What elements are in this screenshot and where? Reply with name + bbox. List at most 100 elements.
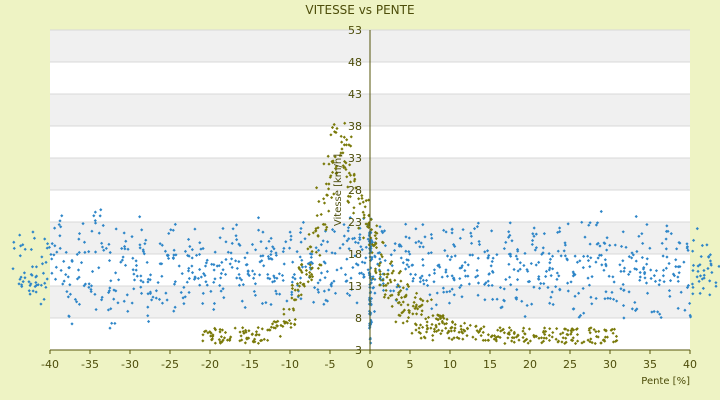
data-point [40, 262, 45, 266]
data-point [601, 338, 605, 342]
data-point [504, 277, 508, 282]
x-tick-label: -5 [325, 358, 336, 371]
data-point [226, 250, 230, 254]
data-point [459, 266, 464, 270]
data-point [234, 234, 238, 238]
data-point [516, 249, 520, 253]
data-point [627, 255, 631, 259]
data-point [369, 238, 374, 242]
data-point [671, 272, 676, 276]
data-point [264, 301, 268, 305]
data-point [369, 228, 374, 232]
data-point [649, 268, 653, 272]
data-point [627, 272, 631, 277]
data-point [627, 290, 631, 294]
data-point [688, 315, 693, 319]
data-point [213, 341, 217, 345]
data-point [267, 239, 271, 243]
data-point [167, 231, 171, 236]
data-point [707, 254, 711, 259]
data-point [93, 221, 98, 225]
data-point [11, 267, 15, 271]
data-point [482, 325, 486, 329]
data-point [474, 324, 478, 329]
data-point [474, 337, 478, 341]
data-point [164, 291, 168, 295]
data-point [564, 327, 568, 331]
data-point [390, 260, 394, 264]
data-point [667, 288, 672, 293]
data-point [370, 240, 374, 244]
data-point [515, 278, 520, 282]
data-point [550, 290, 554, 294]
data-point [475, 268, 479, 273]
data-point [235, 276, 239, 280]
data-point [525, 337, 529, 341]
data-point [512, 267, 516, 272]
data-point [274, 320, 278, 324]
data-point [594, 334, 599, 339]
data-point [521, 335, 525, 340]
data-point [450, 325, 454, 329]
data-point [366, 268, 370, 272]
data-point [544, 269, 549, 273]
data-point [172, 309, 176, 313]
data-point [281, 278, 285, 283]
data-point [346, 229, 350, 233]
data-point [310, 266, 314, 270]
data-point [353, 240, 358, 244]
data-point [510, 335, 514, 340]
data-point [437, 263, 441, 267]
data-point [645, 291, 650, 295]
x-tick-label: 10 [443, 358, 457, 371]
data-point [683, 308, 687, 312]
data-point [432, 271, 437, 275]
data-point [362, 275, 366, 279]
data-point [138, 246, 142, 250]
data-point [361, 272, 366, 277]
data-point [292, 298, 296, 302]
data-point [39, 302, 43, 306]
data-point [160, 274, 164, 278]
data-point [367, 243, 371, 247]
data-point [260, 259, 264, 263]
data-point [190, 247, 194, 252]
data-point [424, 330, 429, 334]
data-point [571, 336, 575, 340]
data-point [451, 276, 456, 281]
data-point [604, 264, 608, 268]
data-point [198, 283, 202, 287]
data-point [593, 341, 597, 346]
data-point [659, 315, 663, 320]
data-point [383, 244, 388, 248]
data-point [696, 269, 700, 273]
data-point [658, 278, 662, 282]
data-point [412, 300, 416, 304]
data-point [510, 239, 514, 243]
data-point [174, 253, 178, 257]
data-point [169, 228, 173, 232]
data-point [410, 331, 414, 335]
data-point [498, 335, 502, 340]
data-point [360, 260, 364, 264]
data-point [496, 328, 500, 332]
data-point [543, 332, 547, 337]
data-point [471, 335, 475, 339]
data-point [691, 249, 695, 253]
data-point [406, 303, 410, 307]
data-point [514, 296, 518, 300]
y-tick-label: 38 [348, 120, 362, 133]
data-point [266, 276, 270, 280]
data-point [239, 278, 244, 282]
data-point [507, 252, 511, 256]
data-point [39, 283, 43, 287]
data-point [452, 336, 456, 340]
data-point [364, 198, 368, 203]
data-point [243, 328, 248, 332]
data-point [699, 254, 703, 259]
data-point [630, 307, 634, 311]
data-point [423, 235, 427, 239]
data-point [29, 272, 33, 277]
data-point [321, 239, 325, 243]
data-point [608, 243, 612, 247]
